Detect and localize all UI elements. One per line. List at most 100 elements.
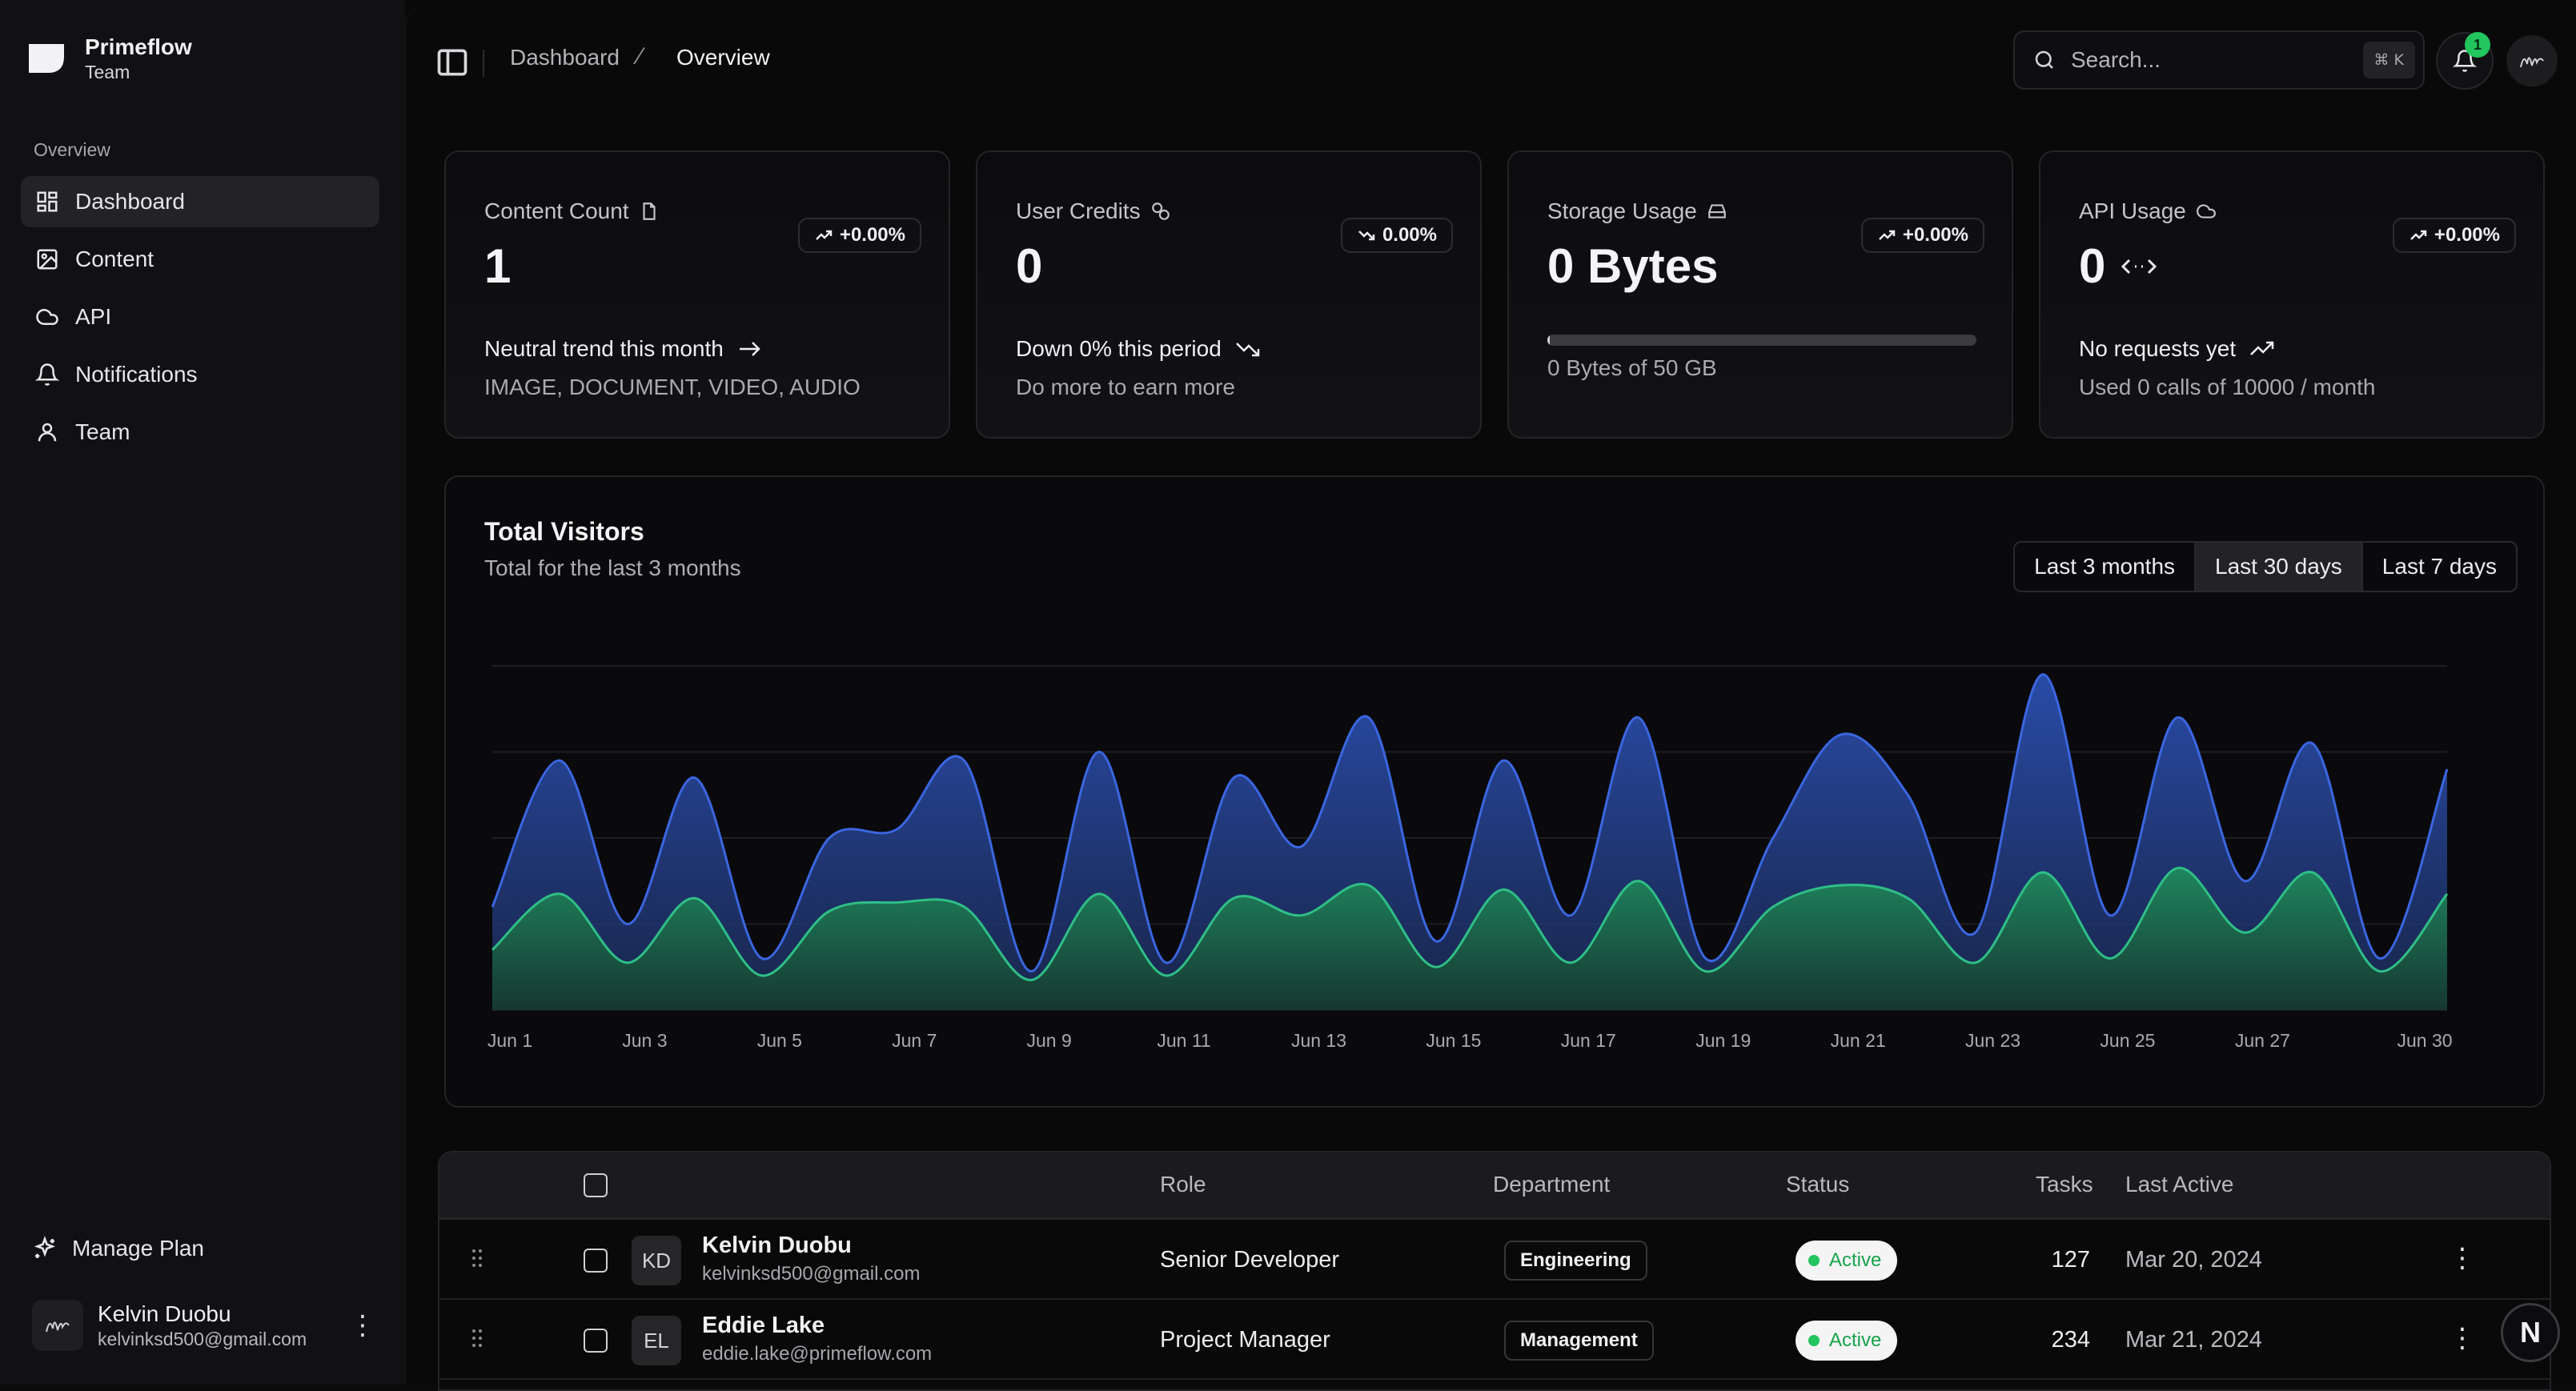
chart-areas <box>491 673 2449 1010</box>
bell-icon <box>2453 50 2477 72</box>
card-subtext: Used 0 calls of 10000 / month <box>2079 375 2376 399</box>
trend-badge-text: +0.00% <box>2434 224 2500 246</box>
stat-card-storage-usage: Storage Usage 0 Bytes +0.00% 0 Bytes of … <box>1507 150 2013 439</box>
manage-plan-label: Manage Plan <box>72 1236 205 1261</box>
range-toggle: Last 3 months Last 30 days Last 7 days <box>2013 541 2518 592</box>
table-row[interactable]: KD Kelvin Duobu kelvinksd500@gmail.com S… <box>439 1220 2550 1300</box>
x-tick-label: Jun 3 <box>622 1030 667 1051</box>
sidebar-section-label: Overview <box>34 139 110 160</box>
x-tick-label: Jun 15 <box>1426 1030 1481 1051</box>
sidebar-item-content[interactable]: Content <box>21 234 379 285</box>
card-label-text: Storage Usage <box>1547 198 1697 223</box>
series-mobile-line <box>492 867 2449 981</box>
column-header-status[interactable]: Status <box>1786 1172 1850 1197</box>
card-subtext: Do more to earn more <box>1016 375 1235 399</box>
bell-icon <box>35 363 59 386</box>
breadcrumb-dashboard[interactable]: Dashboard <box>510 45 620 70</box>
sidebar: Primeflow Team Overview Dashboard Conten… <box>0 0 405 1385</box>
range-last-30-days[interactable]: Last 30 days <box>2196 543 2363 591</box>
status-badge: Active <box>1796 1321 1898 1361</box>
trend-badge-text: 0.00% <box>1382 224 1437 246</box>
divider <box>483 50 484 77</box>
card-value-text: 0 <box>2079 239 2106 293</box>
trend-up-icon <box>2250 341 2274 355</box>
status-badge: Active <box>1796 1241 1898 1281</box>
member-name: Kelvin Duobu <box>702 1233 852 1258</box>
member-role: Project Manager <box>1160 1327 1330 1353</box>
sidebar-item-team[interactable]: Team <box>21 407 379 458</box>
x-tick-label: Jun 27 <box>2235 1030 2290 1051</box>
column-header-department[interactable]: Department <box>1493 1172 1611 1197</box>
row-checkbox[interactable] <box>584 1249 608 1273</box>
row-checkbox[interactable] <box>584 1329 608 1353</box>
column-header-last-active[interactable]: Last Active <box>2125 1172 2234 1197</box>
card-subtext: IMAGE, DOCUMENT, VIDEO, AUDIO <box>484 375 861 399</box>
floating-action-button[interactable]: N <box>2501 1303 2560 1362</box>
drag-handle-icon[interactable] <box>471 1247 483 1269</box>
department-badge: Management <box>1504 1321 1654 1361</box>
sidebar-item-notifications[interactable]: Notifications <box>21 349 379 400</box>
status-text: Active <box>1829 1249 1882 1271</box>
status-text: Active <box>1829 1329 1882 1351</box>
sparkles-icon <box>34 1236 56 1258</box>
image-icon <box>37 249 58 270</box>
sidebar-item-dashboard[interactable]: Dashboard <box>21 176 379 227</box>
team-table: Role Department Status Tasks Last Active… <box>438 1151 2551 1391</box>
card-label: API Usage <box>2079 198 2217 224</box>
status-dot-icon <box>1808 1335 1820 1346</box>
x-tick-label: Jun 11 <box>1157 1030 1210 1051</box>
user-menu-icon[interactable]: ⋮ <box>349 1310 376 1341</box>
storage-progress-bar <box>1547 335 1976 346</box>
card-trend-text: Down 0% this period <box>1016 336 1222 361</box>
manage-plan-button[interactable]: Manage Plan <box>32 1236 204 1261</box>
search-box[interactable]: ⌘ K <box>2013 30 2425 90</box>
column-header-role[interactable]: Role <box>1160 1172 1206 1197</box>
range-last-7-days[interactable]: Last 7 days <box>2381 554 2497 579</box>
avatar[interactable] <box>2506 35 2558 86</box>
select-all-checkbox[interactable] <box>584 1173 608 1197</box>
row-menu-icon[interactable]: ⋮ <box>2449 1243 2476 1273</box>
coins-icon <box>1151 202 1170 220</box>
user-name: Kelvin Duobu <box>98 1301 231 1326</box>
code-arrows-icon <box>2121 259 2157 274</box>
trend-badge: +0.00% <box>1860 218 1984 253</box>
signature-icon <box>46 1321 70 1333</box>
card-value: 1 <box>484 239 512 293</box>
trend-badge: 0.00% <box>1340 218 1453 253</box>
chart-x-axis: Jun 1 Jun 3 Jun 5 Jun 7 Jun 9 Jun 11 Jun 13 Jun… <box>488 1030 2453 1051</box>
table-row[interactable]: EL Eddie Lake eddie.lake@primeflow.com P… <box>439 1300 2550 1380</box>
series-desktop-line <box>491 673 2449 973</box>
card-label: Content Count <box>484 198 660 224</box>
column-header-tasks[interactable]: Tasks <box>2036 1172 2093 1197</box>
trend-down-icon <box>1235 343 1260 357</box>
card-trend-text: Neutral trend this month <box>484 336 724 361</box>
trend-up-icon <box>2410 230 2427 240</box>
drag-handle-icon[interactable] <box>471 1327 483 1349</box>
range-last-3-months[interactable]: Last 3 months <box>2015 543 2197 591</box>
search-input[interactable] <box>2071 47 2343 73</box>
tasks-cell: 234 <box>1960 1300 2090 1380</box>
user-icon <box>38 423 57 442</box>
department-badge: Engineering <box>1504 1241 1647 1281</box>
visitors-area-chart: Jun 1 Jun 3 Jun 5 Jun 7 Jun 9 Jun 11 Jun 13 Jun… <box>488 665 2453 1051</box>
trend-badge: +0.00% <box>2392 218 2516 253</box>
search-icon <box>2035 50 2053 69</box>
sidebar-toggle-icon[interactable] <box>435 45 470 80</box>
brand[interactable]: Primeflow Team <box>26 34 192 83</box>
cloud-icon <box>2196 204 2216 218</box>
x-tick-label: Jun 17 <box>1561 1030 1616 1051</box>
member-role: Senior Developer <box>1160 1247 1340 1273</box>
user-profile[interactable]: Kelvin Duobu kelvinksd500@gmail.com ⋮ <box>32 1300 376 1351</box>
sidebar-item-label: API <box>75 304 112 329</box>
row-menu-icon[interactable]: ⋮ <box>2449 1323 2476 1353</box>
visitors-chart-panel: Total Visitors Total for the last 3 mont… <box>444 475 2545 1108</box>
avatar: EL <box>632 1316 681 1365</box>
card-trend: Down 0% this period <box>1016 336 1262 362</box>
sidebar-item-api[interactable]: API <box>21 291 379 343</box>
card-label: Storage Usage <box>1547 198 1727 224</box>
trend-up-icon <box>816 230 833 240</box>
card-value: 0 <box>1016 239 1043 293</box>
hard-drive-icon <box>1707 204 1726 218</box>
sidebar-nav: Dashboard Content API Notifications Team <box>21 176 379 464</box>
